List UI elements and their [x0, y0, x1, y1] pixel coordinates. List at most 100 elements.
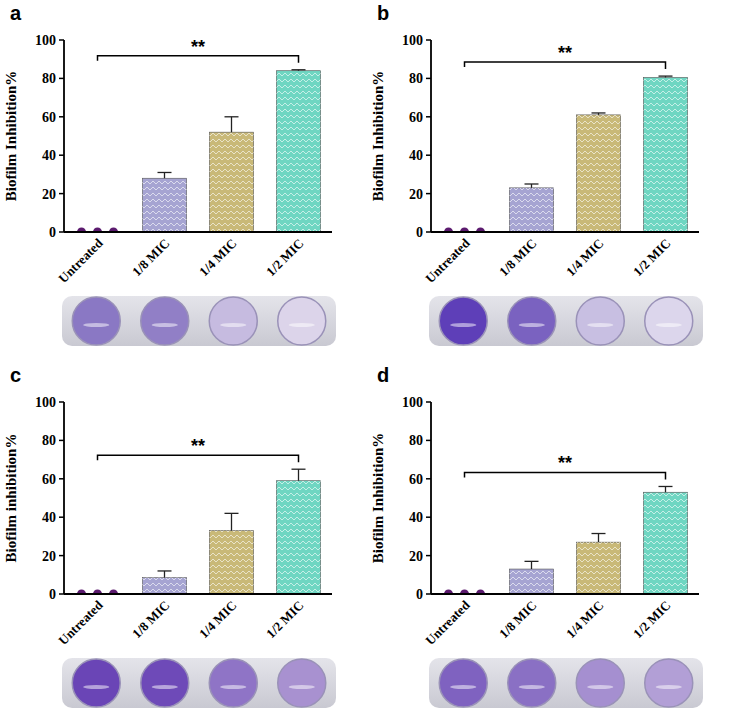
- error-cap: [592, 112, 606, 113]
- well: [576, 659, 624, 707]
- bar-texture: [276, 481, 320, 594]
- y-tick-label: 40: [409, 510, 423, 525]
- significance-label: **: [191, 37, 205, 57]
- well-plate: [62, 296, 336, 346]
- x-axis: [64, 593, 332, 595]
- error-cap: [158, 570, 172, 571]
- y-tick-label: 60: [409, 472, 423, 487]
- marks: [444, 76, 688, 232]
- x-tick-label: 1/4 MIC: [196, 598, 240, 642]
- bar-texture: [142, 178, 186, 232]
- x-tick-label: 1/8 MIC: [129, 236, 173, 280]
- y-tick-label: 60: [42, 110, 56, 125]
- x-tick-label: 1/8 MIC: [496, 598, 540, 642]
- bar: [142, 178, 186, 232]
- bar-texture: [643, 77, 687, 232]
- well-glare: [450, 323, 476, 327]
- y-tick-label: 0: [49, 587, 56, 602]
- well: [141, 297, 189, 345]
- bar-texture: [142, 578, 186, 594]
- well: [508, 297, 556, 345]
- x-tick-label: 1/8 MIC: [129, 598, 173, 642]
- panel-letter: c: [10, 364, 21, 386]
- bar: [576, 542, 620, 594]
- y-tick-label: 20: [42, 549, 56, 564]
- well-glare: [450, 685, 476, 689]
- error-bar: [164, 571, 165, 578]
- panel-letter: b: [377, 2, 389, 24]
- error-cap: [659, 75, 673, 76]
- y-tick-label: 80: [42, 433, 56, 448]
- x-tick-label: Untreated: [422, 597, 473, 648]
- panel-letter: d: [377, 364, 389, 386]
- x-axis: [64, 231, 332, 233]
- error-cap: [292, 469, 306, 470]
- y-tick-label: 80: [409, 71, 423, 86]
- y-tick-label: 0: [416, 587, 423, 602]
- bar-texture: [576, 542, 620, 594]
- marks: [77, 469, 321, 594]
- error-bar: [598, 534, 599, 543]
- error-cap: [592, 533, 606, 534]
- error-bar: [531, 561, 532, 569]
- y-tick-label: 100: [35, 395, 56, 410]
- bar-texture: [276, 71, 320, 232]
- x-tick-label: 1/8 MIC: [496, 236, 540, 280]
- error-cap: [292, 69, 306, 70]
- well: [209, 659, 257, 707]
- error-cap: [158, 172, 172, 173]
- bar: [209, 132, 253, 232]
- figure: a Biofilm Inhibition% 0 20 40 60 80 100 Untreate…: [0, 0, 734, 724]
- bar: [509, 188, 553, 232]
- bar: [142, 578, 186, 594]
- well: [645, 659, 693, 707]
- y-tick-label: 0: [416, 225, 423, 240]
- bar: [576, 115, 620, 232]
- panel-letter: a: [10, 2, 22, 24]
- error-bar: [164, 172, 165, 178]
- well: [278, 297, 326, 345]
- x-tick-label: 1/4 MIC: [563, 236, 607, 280]
- y-axis-title: Biofilm Inhibition%: [370, 433, 386, 563]
- error-cap: [525, 561, 539, 562]
- bar: [509, 569, 553, 594]
- x-tick-label: Untreated: [422, 235, 473, 286]
- bar: [643, 492, 687, 594]
- y-axis: [430, 40, 432, 232]
- well: [508, 659, 556, 707]
- x-tick-label: 1/2 MIC: [263, 598, 307, 642]
- well-plate: [429, 296, 703, 346]
- x-tick-label: 1/2 MIC: [263, 236, 307, 280]
- error-cap: [225, 513, 239, 514]
- bar: [643, 77, 687, 232]
- well-glare: [587, 323, 613, 327]
- bar: [209, 531, 253, 594]
- error-cap: [659, 486, 673, 487]
- well-glare: [152, 685, 178, 689]
- x-tick-label: 1/4 MIC: [563, 598, 607, 642]
- well: [278, 659, 326, 707]
- error-bar: [231, 117, 232, 132]
- x-tick-label: 1/4 MIC: [196, 236, 240, 280]
- significance-bracket: [98, 455, 299, 462]
- well: [645, 297, 693, 345]
- x-axis: [431, 593, 699, 595]
- well-glare: [519, 323, 545, 327]
- y-tick-label: 0: [49, 225, 56, 240]
- bar-texture: [509, 188, 553, 232]
- panel: bBiofilm Inhibition%020406080100Untreate…: [370, 2, 703, 346]
- well: [141, 659, 189, 707]
- y-tick-label: 60: [409, 110, 423, 125]
- x-tick-label: Untreated: [55, 597, 106, 648]
- well: [72, 659, 120, 707]
- error-cap: [225, 116, 239, 117]
- well-glare: [519, 685, 545, 689]
- y-tick-label: 20: [409, 549, 423, 564]
- significance-bracket: [465, 62, 666, 69]
- y-axis: [63, 402, 65, 594]
- significance-bracket: [465, 472, 666, 479]
- well: [439, 659, 487, 707]
- marks: [444, 486, 688, 594]
- well-glare: [83, 323, 109, 327]
- bar: [276, 481, 320, 594]
